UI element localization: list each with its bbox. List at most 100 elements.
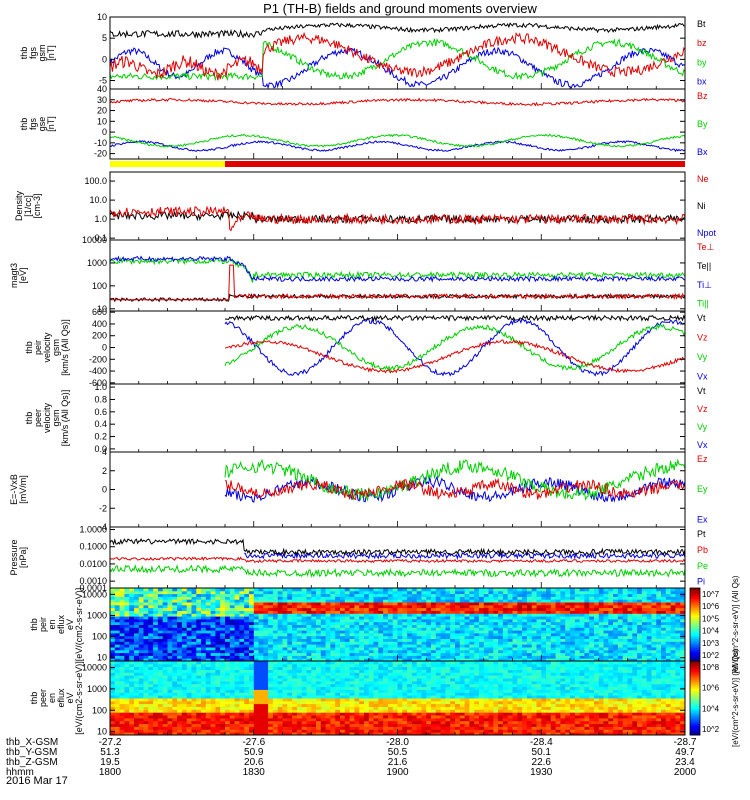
efield-ylabel: E=-VxB[mV/m] [9,474,28,505]
fgs-legend-bz: bz [697,38,707,48]
fgs_gse-series-By [109,133,686,148]
panel-temp: Te⊥ Te|| Ti⊥ Ti|| 10000 1000 100 10 magt3[eV] [9,235,715,314]
fgs_gse-legend-By: By [697,119,708,129]
availability-bar-yellow [110,161,225,167]
density-frame [109,171,686,241]
efield-series-Ex [224,475,686,503]
peer_spec-ylabel: thbpeerenefluxeV[eV/(cm2-s-sr-eV)] [29,661,84,735]
density-ylabel: Density[1/cc][cm-3] [14,190,42,221]
date-label: 2016 Mar 17 [6,775,68,787]
fgs-series-Bt [109,22,685,39]
peer_spec-ytick-label: 100 [92,705,107,715]
x-axis-tick-label: 23.4 [675,757,695,768]
x-axis-tick-label: -27.6 [242,737,265,748]
peir_spec-colorbar-tick: 10^6 [702,602,720,611]
peir_vel-ytick-label: 600 [92,307,107,317]
fgs_gse-ytick-label: 0 [102,127,107,137]
x-axis-row-name: hhmm [6,767,34,778]
density-ytick-label: 10.0 [89,195,107,205]
pressure-series-Pe [109,563,686,579]
peer_spec-heatmap [110,661,686,736]
x-axis-tick-label: -27.2 [99,737,122,748]
peir_spec-colorbar-label: [eV/(cm^2-s-sr-eV)] (All Qs) [731,575,740,673]
panel-efield: Ez Ey Ex 4 2 0 -2 -4 E=-VxB[mV/m] [9,447,708,532]
peir_vel-legend-Vy: Vy [697,352,708,362]
fgs_gse-ytick-label: 40 [97,84,107,94]
pressure-ytick-label: 0.0001 [79,583,107,593]
temp-series-Ti|| [109,256,686,283]
x-axis-tick-label: -28.4 [530,737,553,748]
peer_vel-ytick-label: 0.6 [94,407,107,417]
efield-legend-Ey: Ey [697,484,708,494]
pressure-legend-Pe: Pe [697,561,708,571]
pressure-ytick-label: 0.1000 [79,542,107,552]
peer_vel-legend-Vy: Vy [697,422,708,432]
x-axis-tick-label: 50.5 [388,747,408,758]
fgs-ytick-label: 10 [97,12,107,22]
peer_spec-colorbar-tick: 10^4 [702,704,720,713]
fgs-ytick-label: 5 [102,33,107,43]
pressure-ytick-label: 0.0010 [79,576,107,586]
peir_spec-colorbar-tick: 10^4 [702,627,720,636]
temp-ylabel: magt3[eV] [9,263,28,288]
peer_spec-ytick-label: 1000 [87,684,107,694]
availability-bar-red [225,161,685,167]
fgs-series-bx [109,46,686,90]
pressure-legend-Pt: Pt [697,529,706,539]
peer_vel-legend-Vz: Vz [697,404,708,414]
pressure-series-Pi [244,551,686,561]
fgs_gse-ytick-label: 10 [97,116,107,126]
pressure-series-Pb [109,556,686,564]
density-ytick-label: 1.0 [94,214,107,224]
temp-legend-Te⊥: Te⊥ [697,242,715,252]
x-axis-row-name: thb_Y-GSM [6,747,57,758]
peer_vel-frame [109,383,686,453]
x-axis-tick-label: 50.1 [532,747,552,758]
efield-ytick-label: -4 [99,522,107,532]
peir_spec-colorbar-tick: 10^5 [702,614,720,623]
temp-ytick-label: 100 [92,281,107,291]
x-axis-tick-label: 2000 [674,767,697,778]
peer_vel-ytick-label: 0.2 [94,432,107,442]
temp-legend-Ti⊥: Ti⊥ [697,280,712,290]
fgs-legend-by: by [697,57,707,67]
fgs-ytick-label: -5 [99,76,107,86]
fgs-ytick-label: 0 [102,54,107,64]
peir_spec-ytick-label: 10000 [82,589,107,599]
peer_vel-legend-Vt: Vt [697,386,706,396]
temp-series-Ti⊥ [109,255,686,283]
x-axis-tick-label: 22.6 [532,757,552,768]
temp-series-Te⊥ [110,264,686,301]
peir_spec-ytick-label: 1000 [87,610,107,620]
x-axis-row-name: thb_X-GSM [6,737,58,748]
pressure-series-Pt [109,538,686,557]
fgs-legend-Bt: Bt [697,19,706,29]
peir_spec-ytick-label: 100 [92,632,107,642]
peer_spec-colorbar: 10^8 10^6 10^4 10^2 [eV/(cm^2-s-sr-eV)] (All… [689,649,740,747]
temp-series-Te|| [109,293,686,303]
efield-legend-Ez: Ez [697,454,708,464]
x-axis-tick-label: 49.7 [675,747,695,758]
availability-bar [110,161,685,167]
pressure-legend-Pb: Pb [697,545,708,555]
x-axis-tick-label: 21.6 [388,757,408,768]
peer_spec-colorbar-label: [eV/(cm^2-s-sr-eV)] (All Qs) [731,649,740,747]
fgs_gse-ytick-label: -20 [94,149,107,159]
efield-ytick-label: 4 [102,447,107,457]
density-legend-Npot: Npot [697,228,717,238]
peir_vel-legend-Vt: Vt [697,313,706,323]
plot-title: P1 (TH-B) fields and ground moments over… [263,1,537,16]
peer_vel-legend-Vx: Vx [697,440,708,450]
peer_spec-ytick-label: 10000 [82,662,107,672]
x-axis-tick-label: 51.3 [100,747,120,758]
panels: Btbzbybx1050-5thbfgsgsm[nT]BzByBx4030201… [9,12,740,747]
x-axis-tick-label: 20.6 [244,757,264,768]
peer_vel-ytick-label: 0.8 [94,394,107,404]
density-ytick-label: 100.0 [84,176,107,186]
peir_vel-series-Vy [224,323,686,372]
peir_spec-heatmap [110,588,686,662]
peir_vel-ytick-label: 200 [92,331,107,341]
